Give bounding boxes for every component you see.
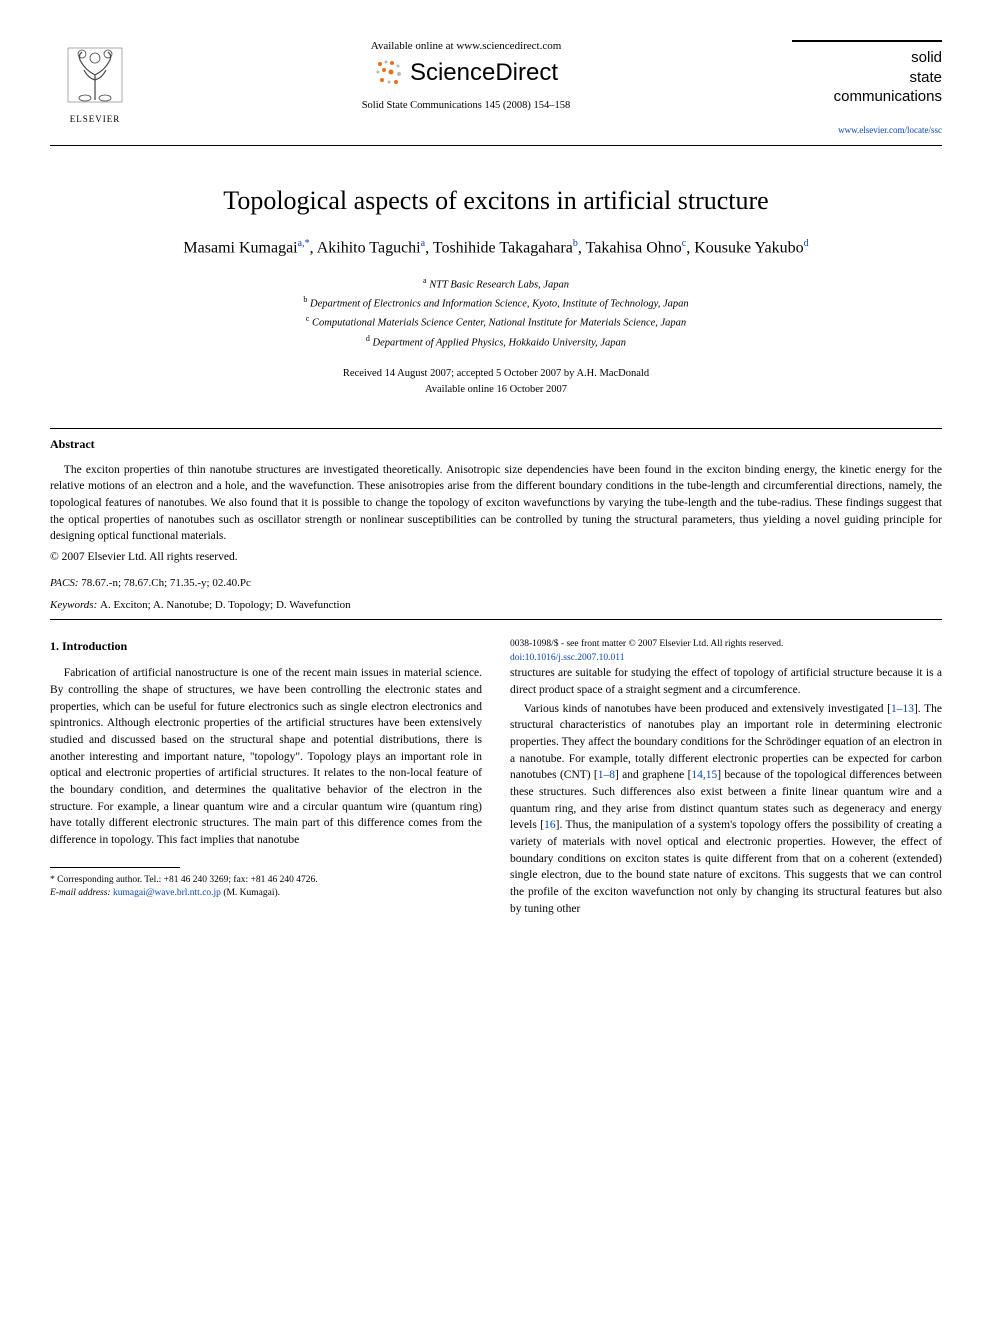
para-text: ]. Thus, the manipulation of a system's …	[510, 819, 942, 914]
para-text: Various kinds of nanotubes have been pro…	[524, 703, 891, 715]
footnote-rule	[50, 867, 180, 868]
sciencedirect-swirl-icon	[374, 58, 404, 88]
author-name: Kousuke Yakubo	[694, 239, 803, 256]
affiliation-line: a NTT Basic Research Labs, Japan	[50, 275, 942, 294]
abstract-top-rule	[50, 428, 942, 429]
received-accepted-line: Received 14 August 2007; accepted 5 Octo…	[50, 366, 942, 382]
article-dates: Received 14 August 2007; accepted 5 Octo…	[50, 366, 942, 398]
author-name: Masami Kumagai	[183, 239, 297, 256]
abstract-copyright: © 2007 Elsevier Ltd. All rights reserved…	[50, 551, 942, 563]
center-header: Available online at www.sciencedirect.co…	[140, 40, 792, 111]
corresponding-author-footnote: * Corresponding author. Tel.: +81 46 240…	[50, 874, 482, 901]
journal-reference: Solid State Communications 145 (2008) 15…	[160, 100, 772, 111]
journal-title-line: solid	[911, 49, 942, 66]
pacs-label: PACS:	[50, 577, 79, 589]
abstract-bottom-rule	[50, 619, 942, 620]
journal-url[interactable]: www.elsevier.com/locate/ssc	[792, 125, 942, 135]
keywords-label: Keywords:	[50, 599, 97, 611]
affil-text: Computational Materials Science Center, …	[312, 318, 686, 329]
intro-para-2: structures are suitable for studying the…	[510, 665, 942, 698]
affil-sup: c	[306, 314, 310, 323]
ref-link[interactable]: 14,15	[691, 769, 717, 781]
affiliation-line: d Department of Applied Physics, Hokkaid…	[50, 333, 942, 352]
elsevier-label: ELSEVIER	[70, 114, 121, 124]
affil-sup: a	[423, 276, 427, 285]
affil-text: Department of Applied Physics, Hokkaido …	[373, 337, 627, 348]
para-text: ] and graphene [	[615, 769, 691, 781]
issn-copyright-line: 0038-1098/$ - see front matter © 2007 El…	[510, 638, 942, 666]
affil-text: NTT Basic Research Labs, Japan	[429, 279, 569, 290]
intro-para-1: Fabrication of artificial nanostructure …	[50, 665, 482, 848]
available-online-text: Available online at www.sciencedirect.co…	[160, 40, 772, 52]
email-suffix: (M. Kumagai).	[223, 888, 280, 898]
elsevier-tree-icon	[60, 40, 130, 110]
journal-title-box: solid state communications www.elsevier.…	[792, 40, 942, 135]
intro-heading: 1. Introduction	[50, 638, 482, 655]
ref-link[interactable]: 1–13	[891, 703, 914, 715]
authors-line: Masami Kumagaia,*, Akihito Taguchia, Tos…	[50, 238, 942, 257]
keywords-line: Keywords: A. Exciton; A. Nanotube; D. To…	[50, 599, 942, 611]
author-affil-sup: b	[573, 238, 578, 249]
abstract-heading: Abstract	[50, 437, 942, 452]
ref-link[interactable]: 16	[544, 819, 556, 831]
affil-sup: b	[303, 295, 307, 304]
affiliation-line: c Computational Materials Science Center…	[50, 313, 942, 332]
sciencedirect-logo: ScienceDirect	[160, 58, 772, 88]
author-name: Akihito Taguchi	[317, 239, 421, 256]
available-online-line: Available online 16 October 2007	[50, 382, 942, 398]
journal-title-line: state	[909, 69, 942, 86]
keywords-values: A. Exciton; A. Nanotube; D. Topology; D.…	[100, 599, 351, 611]
author-affil-sup: a	[421, 238, 425, 249]
email-link[interactable]: kumagai@wave.brl.ntt.co.jp	[113, 888, 221, 898]
journal-title-line: communications	[834, 88, 942, 105]
author-affil-sup: d	[804, 238, 809, 249]
journal-title: solid state communications	[792, 48, 942, 107]
email-label: E-mail address:	[50, 888, 111, 898]
corresponding-line: * Corresponding author. Tel.: +81 46 240…	[50, 874, 482, 887]
sciencedirect-text: ScienceDirect	[410, 59, 558, 87]
pacs-line: PACS: 78.67.-n; 78.67.Ch; 71.35.-y; 02.4…	[50, 577, 942, 589]
body-two-column: 1. Introduction Fabrication of artificia…	[50, 638, 942, 920]
doi[interactable]: doi:10.1016/j.ssc.2007.10.011	[510, 653, 624, 663]
elsevier-logo: ELSEVIER	[50, 40, 140, 124]
affil-text: Department of Electronics and Informatio…	[310, 299, 689, 310]
author-affil-sup: c	[682, 238, 686, 249]
issn-text: 0038-1098/$ - see front matter © 2007 El…	[510, 638, 942, 652]
doi-label: doi:	[510, 653, 525, 663]
journal-title-bar	[792, 40, 942, 42]
affiliations: a NTT Basic Research Labs, Japan b Depar…	[50, 275, 942, 352]
affiliation-line: b Department of Electronics and Informat…	[50, 294, 942, 313]
article-title: Topological aspects of excitons in artif…	[50, 186, 942, 216]
pacs-values: 78.67.-n; 78.67.Ch; 71.35.-y; 02.40.Pc	[81, 577, 251, 589]
doi-value: 10.1016/j.ssc.2007.10.011	[525, 653, 625, 663]
author-name: Toshihide Takagahara	[433, 239, 573, 256]
page-header: ELSEVIER Available online at www.science…	[50, 40, 942, 135]
ref-link[interactable]: 1–8	[598, 769, 615, 781]
email-line: E-mail address: kumagai@wave.brl.ntt.co.…	[50, 887, 482, 900]
author-name: Takahisa Ohno	[586, 239, 682, 256]
header-divider	[50, 145, 942, 146]
affil-sup: d	[366, 334, 370, 343]
author-affil-sup: a,*	[298, 238, 310, 249]
intro-para-3: Various kinds of nanotubes have been pro…	[510, 701, 942, 918]
abstract-text: The exciton properties of thin nanotube …	[50, 462, 942, 545]
